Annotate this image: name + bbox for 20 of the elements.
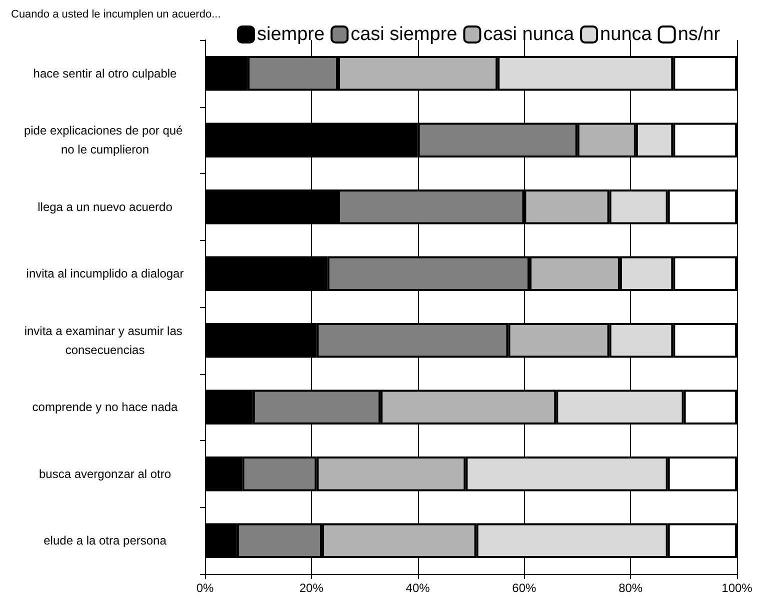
x-tick-label: 40% bbox=[406, 581, 430, 595]
y-tick-label: pide explicaciones de por qué no le cumplieron bbox=[24, 124, 186, 157]
legend-label: siempre bbox=[257, 24, 325, 45]
y-tick-label: invita a examinar y asumir las consecuencias bbox=[24, 324, 186, 357]
x-tick-label: 80% bbox=[618, 581, 643, 595]
y-tick-label: busca avergonzar al otro bbox=[38, 466, 172, 481]
text: Cuando a usted le incumplen un acuerdo... bbox=[11, 8, 221, 20]
legend-label: casi siempre bbox=[350, 24, 458, 45]
legend-label: nunca bbox=[600, 24, 652, 45]
y-tick-label: comprende y no hace nada bbox=[32, 400, 178, 414]
x-tick-label: 20% bbox=[299, 581, 324, 595]
y-tick-label: hace sentir al otro culpable bbox=[33, 66, 178, 80]
x-tick-label: 100% bbox=[722, 581, 753, 595]
legend-label: ns/nr bbox=[678, 24, 721, 45]
y-tick-label: elude a la otra persona bbox=[44, 534, 167, 548]
legend-label: casi nunca bbox=[483, 24, 574, 45]
x-tick-label: 0% bbox=[196, 581, 214, 595]
x-tick-label: 60% bbox=[512, 581, 537, 595]
y-tick-label: llega a un nuevo acuerdo bbox=[38, 200, 173, 214]
y-tick-label: invita al incumplido a dialogar bbox=[26, 266, 184, 281]
